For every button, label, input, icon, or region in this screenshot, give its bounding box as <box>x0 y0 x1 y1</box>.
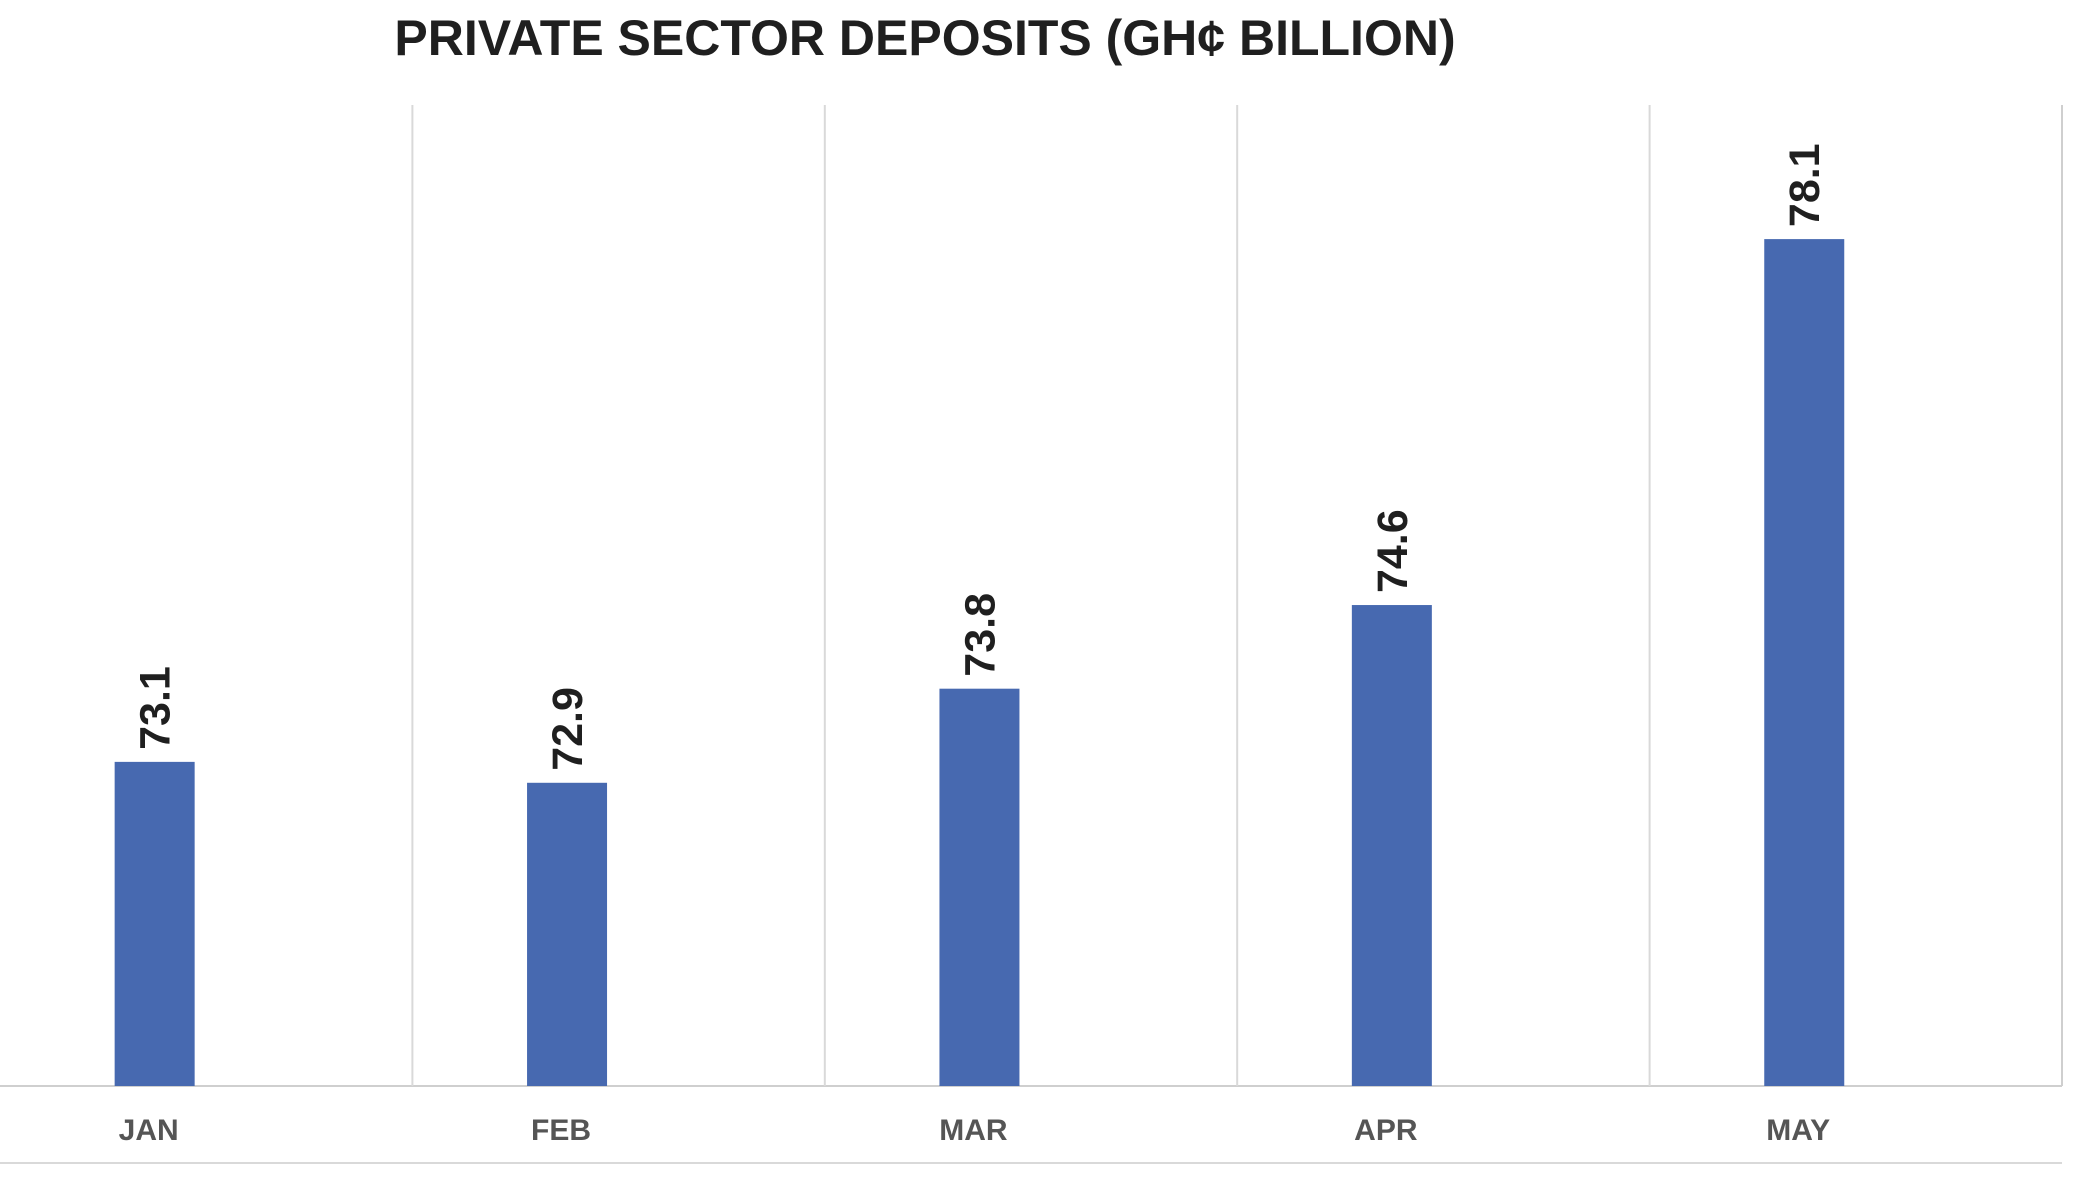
data-labels: 73.1 72.9 73.8 74.6 78.1 <box>132 143 1830 770</box>
plot-frame <box>0 105 2063 1164</box>
x-axis-tick-labels: JAN FEB MAR APR MAY <box>119 1114 1831 1147</box>
x-tick-label-apr: APR <box>1354 1114 1418 1147</box>
category-gridlines <box>411 105 1651 1086</box>
x-tick-label-mar: MAR <box>939 1114 1008 1147</box>
bar-may <box>1764 239 1845 1087</box>
x-tick-label-jan: JAN <box>119 1114 179 1147</box>
data-label-jan: 73.1 <box>132 666 180 750</box>
x-tick-label-feb: FEB <box>531 1114 591 1147</box>
data-label-may: 78.1 <box>1781 143 1829 227</box>
chart-title: PRIVATE SECTOR DEPOSITS (GH¢ BILLION) <box>394 10 1455 66</box>
bar-apr <box>1351 605 1432 1086</box>
bar-jan <box>114 761 195 1086</box>
data-label-feb: 72.9 <box>544 687 592 771</box>
bars <box>114 239 1845 1087</box>
x-tick-label-may: MAY <box>1766 1114 1830 1147</box>
bar-mar <box>939 688 1020 1086</box>
data-label-apr: 74.6 <box>1369 509 1417 593</box>
data-label-mar: 73.8 <box>956 593 1004 677</box>
bar-feb <box>527 782 608 1086</box>
